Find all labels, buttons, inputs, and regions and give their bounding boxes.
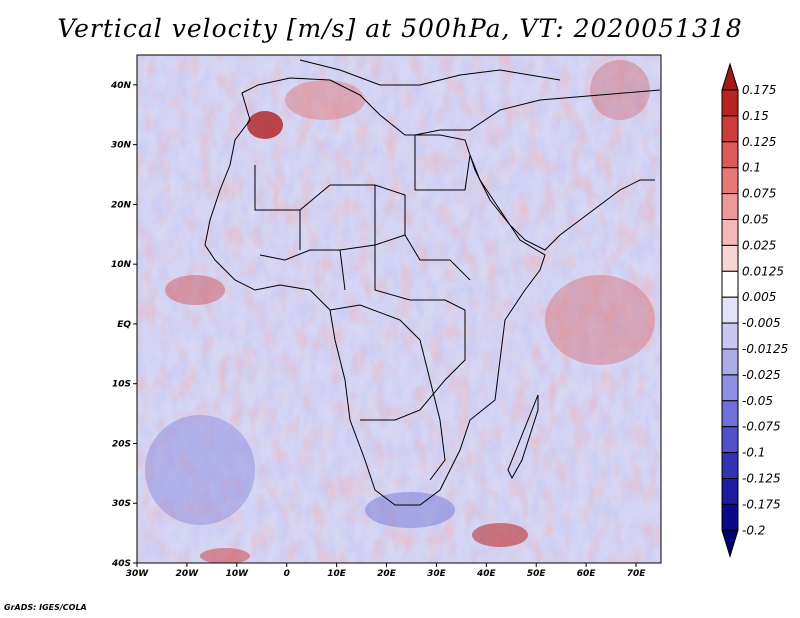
lon-tick-label: 50E bbox=[527, 569, 547, 579]
plot-frame bbox=[136, 54, 662, 564]
colorbar-level-label: -0.005 bbox=[742, 316, 781, 330]
latitude-axis: 40N 30N 20N 10N EQ 10S 20S 30S 40S bbox=[110, 81, 137, 569]
lon-tick-label: 10W bbox=[226, 569, 250, 579]
colorbar-swatch bbox=[721, 115, 739, 143]
coastlines-and-borders bbox=[204, 59, 661, 506]
lon-tick-label: 60E bbox=[577, 569, 597, 579]
colorbar-level-label: -0.025 bbox=[742, 368, 781, 382]
lon-tick-label: 30W bbox=[126, 569, 150, 579]
colorbar-level-label: -0.05 bbox=[742, 394, 773, 408]
lon-tick-label: 0 bbox=[284, 569, 290, 579]
colorbar-swatch bbox=[721, 452, 739, 480]
colorbar-swatch bbox=[721, 193, 739, 221]
colorbar-level-label: 0.175 bbox=[742, 83, 776, 97]
colorbar-swatch bbox=[721, 503, 739, 531]
lon-tick-label: 20W bbox=[176, 569, 200, 579]
colorbar-top-arrow bbox=[721, 62, 739, 91]
lat-tick-label: 30N bbox=[111, 141, 132, 151]
colorbar-level-label: -0.1 bbox=[742, 446, 765, 460]
colorbar-level-label: -0.2 bbox=[742, 523, 765, 537]
lat-tick-label: 40S bbox=[111, 559, 131, 569]
colorbar-level-label: 0.15 bbox=[742, 109, 769, 123]
colorbar-swatch bbox=[721, 478, 739, 505]
colorbar-level-label: -0.175 bbox=[742, 497, 781, 511]
colorbar-level-label: -0.0125 bbox=[742, 342, 788, 356]
colorbar-swatch bbox=[721, 348, 739, 376]
colorbar-swatch bbox=[721, 167, 739, 195]
colorbar-swatch bbox=[721, 219, 739, 246]
colorbar: 0.175 0.15 0.125 0.1 0.075 0.05 0.025 0.0125 0.0… bbox=[721, 62, 788, 559]
lat-tick-label: 20N bbox=[111, 200, 132, 210]
colorbar-swatch bbox=[721, 89, 739, 117]
colorbar-level-label: -0.075 bbox=[742, 420, 781, 434]
colorbar-level-label: 0.125 bbox=[742, 135, 776, 149]
colorbar-level-label: 0.025 bbox=[742, 238, 776, 252]
lon-tick-label: 40E bbox=[476, 569, 497, 579]
chart-title: Vertical velocity [m/s] at 500hPa, VT: 2… bbox=[57, 14, 743, 43]
lon-tick-label: 70E bbox=[627, 569, 647, 579]
colorbar-swatch bbox=[721, 296, 739, 324]
grads-credit: GrADS: IGES/COLA bbox=[4, 603, 87, 612]
colorbar-level-label: -0.125 bbox=[742, 472, 781, 486]
lat-tick-label: 40N bbox=[110, 81, 132, 91]
colorbar-swatch bbox=[721, 270, 739, 298]
lat-tick-label: 10S bbox=[112, 380, 131, 390]
lat-tick-label: EQ bbox=[117, 320, 131, 330]
colorbar-bottom-arrow bbox=[721, 529, 739, 559]
colorbar-level-label: 0.05 bbox=[742, 213, 769, 227]
colorbar-level-label: 0.1 bbox=[742, 161, 761, 175]
colorbar-swatch bbox=[721, 141, 739, 169]
vertical-velocity-field bbox=[137, 55, 661, 563]
colorbar-level-label: 0.075 bbox=[742, 187, 776, 201]
colorbar-level-label: 0.005 bbox=[742, 290, 776, 304]
lat-tick-label: 30S bbox=[112, 499, 131, 509]
colorbar-swatch bbox=[721, 322, 739, 350]
longitude-axis: 30W 20W 10W 0 10E 20E 30E 40E 50E 60E 70E bbox=[126, 563, 646, 579]
colorbar-swatch bbox=[721, 400, 739, 428]
colorbar-level-label: 0.0125 bbox=[742, 264, 784, 278]
colorbar-swatch bbox=[721, 374, 739, 402]
colorbar-swatch bbox=[721, 426, 739, 454]
colorbar-swatch bbox=[721, 244, 739, 272]
lon-tick-label: 10E bbox=[327, 569, 347, 579]
lon-tick-label: 20E bbox=[377, 569, 397, 579]
lat-tick-label: 20S bbox=[112, 439, 131, 449]
lon-tick-label: 30E bbox=[427, 569, 447, 579]
lat-tick-label: 10N bbox=[111, 260, 132, 270]
